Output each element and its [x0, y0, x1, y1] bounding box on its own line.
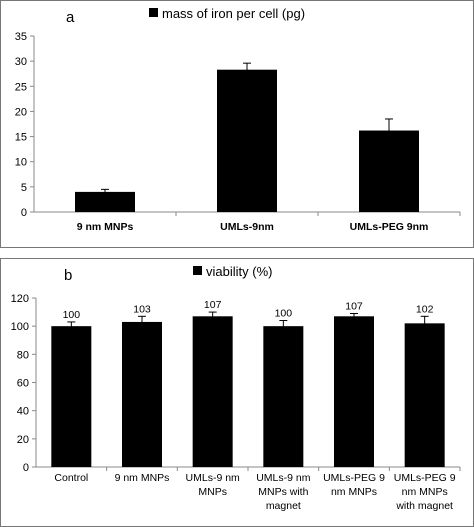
- x-category-label-line: UMLs-9nm: [220, 221, 274, 233]
- x-category-label-line: UMLs-PEG 9: [394, 472, 456, 484]
- x-category-label-line: MNPs: [198, 486, 227, 498]
- panel-b-legend-swatch: [193, 266, 202, 275]
- panel-a-label: a: [66, 9, 75, 26]
- y-tick-label: 0: [23, 462, 29, 474]
- x-category-label-line: nm MNPs: [331, 486, 377, 498]
- x-category-label-line: 9 nm MNPs: [115, 472, 170, 484]
- bar: [51, 326, 92, 467]
- x-category-label: UMLs-9nm: [220, 221, 274, 233]
- y-tick-label: 60: [17, 378, 29, 390]
- panel-b-axes: 0 20 40 60 80 100 120: [11, 293, 461, 474]
- y-tick-label: 120: [11, 293, 29, 305]
- x-category-label-line: Control: [54, 472, 88, 484]
- panel-a-chart: a mass of iron per cell (pg) 0 5 10 15 20 25 3…: [0, 0, 474, 248]
- data-label: 107: [204, 299, 222, 311]
- x-category-label: 9 nm MNPs: [77, 221, 134, 233]
- panel-b-category-labels: Control 9 nm MNPs UMLs-9 nm MNPs UMLs-9 nm MN…: [54, 472, 455, 512]
- panel-a-bars: [75, 62, 419, 212]
- bar: [404, 323, 445, 467]
- y-tick-label: 20: [15, 106, 27, 118]
- x-category-label: Control: [54, 472, 88, 484]
- panel-b-label: b: [64, 267, 72, 284]
- panel-a-legend-text: mass of iron per cell (pg): [162, 6, 305, 21]
- panel-b-bars: 100 103 107 100 107 102: [51, 299, 445, 467]
- data-label: 100: [275, 308, 293, 320]
- x-category-label-line: UMLs-PEG 9nm: [350, 221, 429, 233]
- data-label: 103: [133, 303, 151, 315]
- y-tick-label: 30: [15, 56, 27, 68]
- y-tick-label: 5: [21, 182, 27, 194]
- data-label: 102: [416, 303, 434, 315]
- data-label: 107: [345, 300, 363, 312]
- x-category-label-line: UMLs-PEG 9: [323, 472, 385, 484]
- x-category-label: UMLs-9 nm MNPs with magnet: [256, 472, 311, 512]
- x-category-label: UMLs-9 nm MNPs: [186, 472, 241, 498]
- x-category-label: UMLs-PEG 9 nm MNPs: [323, 472, 385, 498]
- bar: [263, 326, 304, 467]
- bar: [217, 69, 277, 212]
- x-category-label: UMLs-PEG 9nm: [350, 221, 429, 233]
- x-category-label-line: UMLs-9 nm: [186, 472, 241, 484]
- y-tick-label: 80: [17, 349, 29, 361]
- x-category-label-line: with magnet: [395, 500, 453, 512]
- bar: [359, 130, 419, 212]
- x-category-label-line: 9 nm MNPs: [77, 221, 134, 233]
- y-tick-label: 35: [15, 31, 27, 43]
- y-tick-label: 40: [17, 406, 29, 418]
- y-tick-label: 100: [11, 321, 29, 333]
- y-tick-label: 0: [21, 207, 27, 219]
- y-tick-label: 20: [17, 434, 29, 446]
- y-tick-label: 10: [15, 157, 27, 169]
- x-category-label-line: MNPs with: [258, 486, 308, 498]
- panel-a-category-labels: 9 nm MNPs UMLs-9nm UMLs-PEG 9nm: [77, 221, 429, 233]
- y-tick-label: 25: [15, 81, 27, 93]
- panel-a-legend-swatch: [149, 8, 158, 17]
- x-category-label: UMLs-PEG 9 nm MNPs with magnet: [394, 472, 456, 512]
- x-category-label-line: magnet: [266, 500, 301, 512]
- bar: [75, 191, 135, 212]
- bar: [122, 321, 162, 467]
- bar: [192, 316, 233, 467]
- x-category-label-line: UMLs-9 nm: [256, 472, 311, 484]
- y-tick-label: 15: [15, 132, 27, 144]
- x-category-label: 9 nm MNPs: [115, 472, 170, 484]
- x-category-label-line: nm MNPs: [402, 486, 448, 498]
- bar: [334, 316, 374, 467]
- data-label: 100: [63, 309, 81, 321]
- panel-b-legend-text: viability (%): [206, 264, 272, 279]
